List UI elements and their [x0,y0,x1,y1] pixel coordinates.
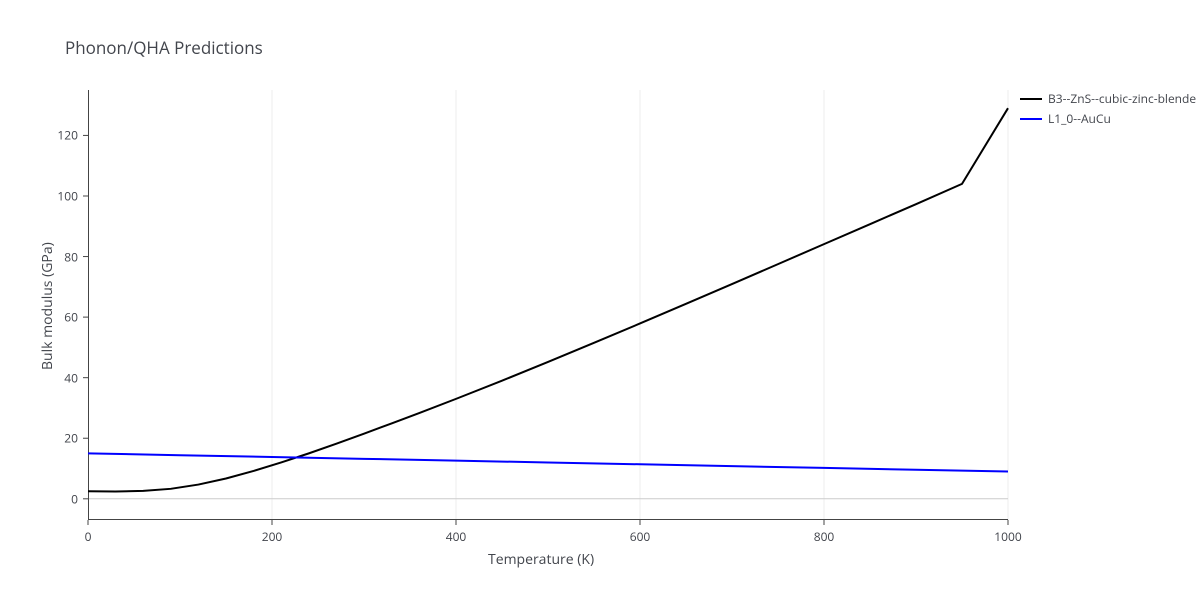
y-tick-label: 100 [57,187,78,204]
y-tick-label: 120 [57,127,78,144]
legend-item[interactable]: L1_0--AuCu [1020,110,1196,127]
legend-label: L1_0--AuCu [1048,110,1111,127]
legend: B3--ZnS--cubic-zinc-blende L1_0--AuCu [1020,90,1196,130]
plot-area [88,90,1008,520]
y-axis-label: Bulk modulus (GPa) [38,242,57,370]
y-tick-label: 40 [64,369,78,386]
legend-item[interactable]: B3--ZnS--cubic-zinc-blende [1020,90,1196,107]
x-tick-label: 600 [630,528,651,545]
x-tick-label: 200 [262,528,283,545]
x-tick-label: 400 [446,528,467,545]
y-tick-label: 60 [64,309,78,326]
y-tick-label: 80 [64,248,78,265]
x-axis-label: Temperature (K) [488,550,594,569]
chart-title: Phonon/QHA Predictions [65,36,263,59]
y-tick-label: 0 [71,490,78,507]
x-tick-label: 1000 [994,528,1021,545]
legend-swatch [1020,98,1042,100]
y-tick-label: 20 [64,430,78,447]
x-tick-label: 800 [814,528,835,545]
legend-label: B3--ZnS--cubic-zinc-blende [1048,90,1196,107]
chart-container: Phonon/QHA Predictions Bulk modulus (GPa… [0,0,1200,600]
legend-swatch [1020,118,1042,120]
x-tick-label: 0 [85,528,92,545]
